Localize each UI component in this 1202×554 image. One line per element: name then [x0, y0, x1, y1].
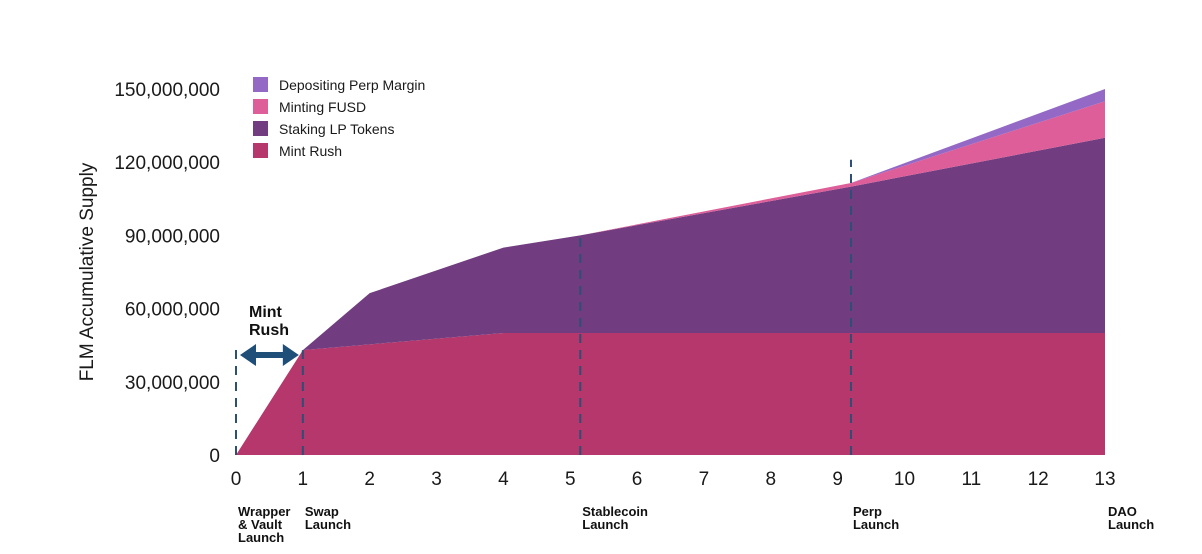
legend-label: Minting FUSD: [279, 99, 366, 115]
milestone-label: Perp: [853, 504, 882, 519]
milestone-label: Launch: [238, 530, 284, 545]
area-mint-rush: [236, 333, 1105, 455]
x-tick-label: 2: [364, 469, 375, 490]
milestone-label: Swap: [305, 504, 339, 519]
x-tick-label: 13: [1094, 469, 1115, 490]
legend-swatch: [253, 143, 268, 158]
annotation-label: Mint: [249, 304, 283, 321]
x-tick-label: 3: [431, 469, 442, 490]
x-tick-label: 9: [832, 469, 843, 490]
area-staking-lp-tokens: [236, 137, 1105, 456]
milestone-label: Wrapper: [238, 504, 291, 519]
y-axis: 0 30,000,000 60,000,000 90,000,000 120,000,0…: [114, 80, 220, 467]
milestone-label: DAO: [1108, 504, 1137, 519]
milestone-label: Launch: [1108, 517, 1154, 532]
x-tick-label: 12: [1028, 469, 1049, 490]
milestone-label: & Vault: [238, 517, 283, 532]
arrow-head-left: [240, 344, 256, 366]
x-axis: 0 1 2 3 4 5 6 7 8 9 10 11 12 13: [231, 469, 1116, 490]
milestone-lines: [235, 159, 852, 455]
y-tick-label: 120,000,000: [114, 153, 220, 174]
y-tick-label: 0: [209, 446, 220, 467]
legend-label: Depositing Perp Margin: [279, 77, 425, 93]
x-tick-label: 11: [961, 469, 981, 490]
y-axis-label: FLM Accumulative Supply: [77, 162, 98, 381]
milestone-label: Launch: [853, 517, 899, 532]
y-tick-label: 90,000,000: [125, 226, 220, 247]
milestone-label: Launch: [582, 517, 628, 532]
x-tick-label: 1: [298, 469, 309, 490]
x-tick-label: 10: [894, 469, 915, 490]
x-tick-label: 8: [765, 469, 776, 490]
arrow-head-right: [282, 344, 299, 366]
area-minting-fusd: [236, 101, 1105, 455]
area-layers: [236, 89, 1105, 456]
y-tick-label: 150,000,000: [114, 80, 220, 101]
x-tick-label: 7: [699, 469, 710, 490]
legend-swatch: [253, 121, 268, 136]
milestone-label: Stablecoin: [582, 504, 648, 519]
milestone-labels: Wrapper& VaultLaunchSwapLaunchStablecoin…: [238, 504, 1154, 545]
legend-label: Mint Rush: [279, 143, 342, 159]
legend: Depositing Perp Margin Minting FUSD Stakin…: [253, 77, 425, 159]
x-tick-label: 0: [231, 469, 242, 490]
y-tick-label: 60,000,000: [125, 300, 220, 321]
legend-swatch: [253, 77, 268, 92]
x-tick-label: 5: [565, 469, 576, 490]
x-tick-label: 6: [632, 469, 643, 490]
area-depositing-perp-margin: [236, 89, 1105, 455]
legend-swatch: [253, 99, 268, 114]
annotation-label: Rush: [249, 322, 289, 339]
x-tick-label: 4: [498, 469, 509, 490]
legend-label: Staking LP Tokens: [279, 121, 394, 137]
milestone-label: Launch: [305, 517, 351, 532]
y-tick-label: 30,000,000: [125, 373, 220, 394]
